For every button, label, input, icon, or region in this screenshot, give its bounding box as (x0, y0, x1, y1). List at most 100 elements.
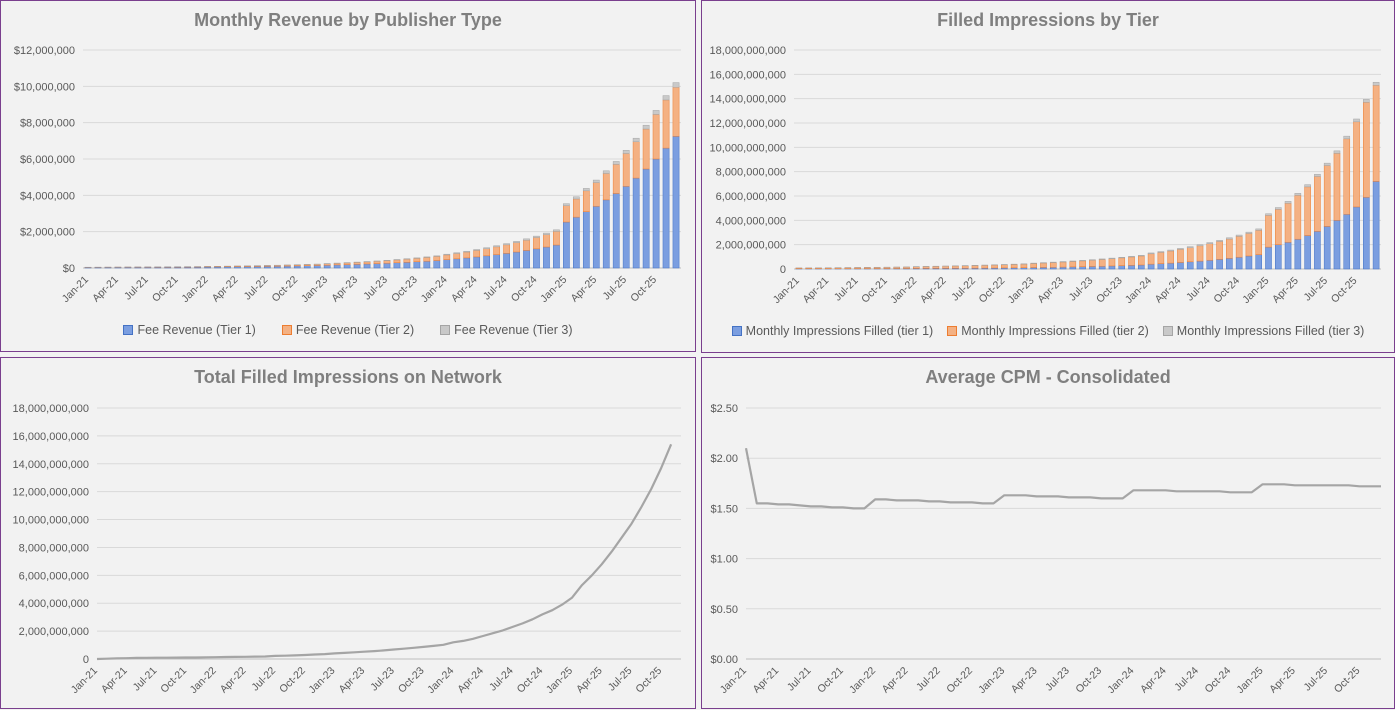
bar-segment (1089, 266, 1095, 269)
bar-segment (943, 266, 949, 268)
bar-segment (424, 257, 430, 261)
total-impressions-chart-plot: 02,000,000,0004,000,000,0006,000,000,000… (1, 358, 697, 710)
x-tick-label: Jul-24 (1184, 275, 1213, 304)
x-tick-label: Apr-21 (800, 275, 831, 306)
bar-segment (1295, 193, 1301, 195)
x-tick-label: Jan-23 (306, 665, 337, 696)
bar-segment (484, 249, 490, 256)
bar-segment (593, 183, 599, 207)
bar-segment (1187, 247, 1193, 248)
bar-segment (623, 154, 629, 187)
bar-segment (1060, 267, 1066, 269)
bar-segment (1226, 238, 1232, 239)
bar-segment (384, 261, 390, 264)
bar-segment (394, 260, 400, 263)
x-tick-label: Oct-23 (396, 665, 427, 696)
bar-segment (334, 265, 340, 268)
bar-segment (464, 258, 470, 268)
bar-segment (653, 114, 659, 159)
bar-segment (523, 250, 529, 268)
legend-item-tier3: Fee Revenue (Tier 3) (440, 323, 572, 337)
y-tick-label: $2,000,000 (20, 227, 75, 239)
y-tick-label: 10,000,000,000 (13, 515, 89, 527)
bar-segment (533, 236, 539, 237)
bar-segment (1275, 245, 1281, 269)
bar-segment (494, 247, 500, 255)
y-tick-label: 8,000,000,000 (716, 167, 786, 179)
x-tick-label: Apr-24 (1138, 665, 1169, 696)
bar-segment (344, 265, 350, 268)
bar-segment (1285, 201, 1291, 203)
bar-segment (1148, 264, 1154, 269)
bar-segment (1128, 257, 1134, 265)
bar-segment (1119, 258, 1125, 266)
bar-segment (1070, 261, 1076, 262)
bar-segment (444, 254, 450, 255)
bar-segment (404, 262, 410, 268)
bar-segment (543, 247, 549, 268)
bar-segment (663, 100, 669, 148)
bar-segment (923, 267, 929, 269)
legend-label: Fee Revenue (Tier 1) (137, 323, 255, 337)
bar-segment (1119, 266, 1125, 269)
legend-label: Fee Revenue (Tier 2) (296, 323, 414, 337)
bar-segment (1246, 232, 1252, 233)
bar-segment (1207, 260, 1213, 269)
bar-segment (484, 248, 490, 249)
bar-segment (1217, 242, 1223, 260)
bar-segment (1314, 174, 1320, 176)
y-tick-label: 14,000,000,000 (710, 94, 786, 106)
bar-segment (1168, 250, 1174, 251)
bar-segment (523, 239, 529, 240)
bar-segment (1256, 255, 1262, 269)
bar-segment (1109, 259, 1115, 266)
bar-segment (1187, 248, 1193, 262)
bar-segment (1217, 240, 1223, 241)
bar-segment (1021, 264, 1027, 268)
y-tick-label: 0 (83, 654, 89, 666)
bar-segment (1285, 242, 1291, 269)
bar-segment (344, 263, 350, 265)
y-tick-label: 8,000,000,000 (19, 542, 89, 554)
y-tick-label: $12,000,000 (14, 45, 75, 57)
bar-segment (1295, 195, 1301, 239)
bar-segment (633, 178, 639, 268)
y-tick-label: $4,000,000 (20, 190, 75, 202)
bar-segment (394, 263, 400, 268)
bar-segment (424, 257, 430, 258)
x-tick-label: Apr-24 (455, 665, 486, 696)
bar-segment (324, 265, 330, 268)
x-tick-label: Oct-24 (509, 274, 540, 305)
x-tick-label: Oct-25 (1329, 275, 1360, 306)
bar-segment (1197, 245, 1203, 246)
bar-segment (1373, 181, 1379, 269)
bar-segment (563, 204, 569, 206)
bar-segment (633, 142, 639, 178)
x-tick-label: Jul-22 (949, 275, 978, 304)
bar-segment (1099, 266, 1105, 269)
x-tick-label: Apr-21 (90, 274, 121, 305)
y-tick-label: 10,000,000,000 (710, 142, 786, 154)
bar-segment (1275, 208, 1281, 210)
x-tick-label: Oct-21 (158, 665, 189, 696)
impressions-tier-chart-plot: 02,000,000,0004,000,000,0006,000,000,000… (702, 1, 1395, 354)
x-tick-label: Jan-24 (1105, 665, 1136, 696)
y-tick-label: $0.50 (710, 604, 738, 616)
x-tick-label: Jul-22 (249, 665, 278, 694)
x-tick-label: Apr-23 (1009, 665, 1040, 696)
bar-segment (1236, 257, 1242, 269)
bar-segment (494, 246, 500, 247)
bar-segment (434, 256, 440, 260)
bar-segment (533, 238, 539, 249)
bar-segment (503, 253, 509, 268)
x-tick-label: Jan-24 (419, 274, 450, 305)
bar-segment (573, 197, 579, 199)
x-tick-label: Jan-21 (718, 665, 749, 696)
x-tick-label: Oct-22 (270, 274, 301, 305)
x-tick-label: Oct-24 (1211, 275, 1242, 306)
bar-segment (1226, 239, 1232, 258)
bar-segment (1177, 262, 1183, 269)
legend-label: Monthly Impressions Filled (tier 1) (746, 324, 934, 338)
x-tick-label: Oct-25 (633, 665, 664, 696)
